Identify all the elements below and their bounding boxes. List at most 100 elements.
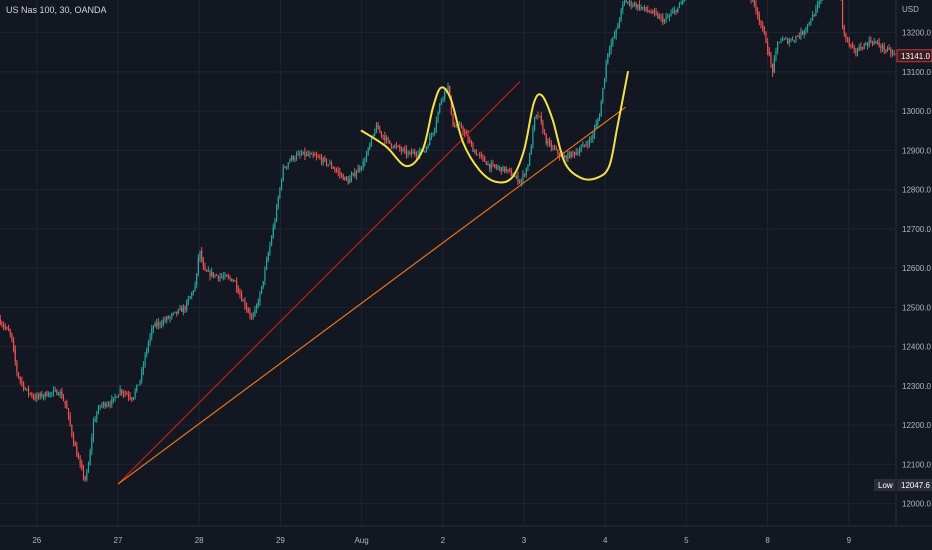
candle-body [377, 124, 379, 130]
candlesticks [0, 0, 899, 482]
candle-body [419, 151, 421, 155]
candle-body [647, 10, 649, 12]
candle-body [234, 280, 236, 282]
candle-body [890, 49, 892, 54]
candle-body [762, 24, 764, 28]
candle-body [560, 155, 562, 157]
candle-body [430, 134, 432, 138]
candle-body [251, 315, 253, 317]
candle-body [27, 388, 30, 394]
candle-body [379, 129, 381, 132]
candle-body [99, 405, 101, 407]
candle-body [146, 349, 148, 356]
candle-body [322, 158, 324, 163]
x-tick-label: 8 [765, 536, 770, 545]
candle-body [415, 153, 418, 155]
candle-body [189, 296, 191, 300]
candle-body [297, 153, 299, 156]
candle-body [522, 174, 524, 181]
candle-body [510, 170, 512, 176]
y-tick-label: 12100.0 [902, 460, 931, 469]
y-tick-label: 13100.0 [902, 68, 931, 77]
candle-body [69, 415, 71, 426]
candle-body [648, 11, 651, 13]
candle-body [845, 33, 847, 39]
candle-body [675, 10, 677, 13]
candle-body [269, 245, 271, 254]
y-tick-label: 12300.0 [902, 382, 931, 391]
candle-body [479, 154, 481, 156]
candle-body [455, 126, 457, 128]
current-price-tag [896, 49, 932, 63]
candle-body [79, 459, 81, 464]
candle-body [357, 168, 359, 173]
candle-body [525, 168, 527, 175]
candle-body [317, 156, 319, 158]
candle-body [623, 0, 626, 4]
candle-body [785, 38, 787, 40]
candle-body [236, 281, 238, 289]
candle-body [460, 124, 462, 128]
candle-body [127, 394, 130, 397]
candle-body [201, 250, 203, 261]
x-tick-label: 5 [684, 536, 689, 545]
candle-body [46, 392, 48, 397]
candle-body [427, 145, 429, 148]
candle-body [787, 38, 789, 44]
candle-body [247, 309, 249, 312]
candle-body [519, 182, 521, 183]
candle-body [545, 134, 547, 144]
time-axis[interactable]: 26 27 28 29 Aug 2 3 4 5 8 9 [32, 536, 851, 545]
candle-body [214, 274, 216, 277]
candle-body [4, 326, 6, 328]
candle-body [51, 392, 53, 394]
symbol-title[interactable]: US Nas 100, 30, OANDA [6, 5, 107, 15]
candle-body [505, 169, 507, 172]
candle-body [587, 144, 589, 146]
candle-body [226, 275, 228, 277]
candle-body [259, 293, 261, 303]
candle-body [474, 151, 476, 153]
candle-body [11, 333, 13, 341]
candle-body [362, 161, 364, 168]
candle-body [425, 147, 427, 151]
candle-body [305, 153, 308, 156]
candle-body [349, 178, 351, 184]
drawings[interactable] [117, 70, 629, 485]
candle-body [492, 163, 494, 165]
candle-body [319, 156, 321, 158]
candle-body [204, 266, 206, 271]
price-axis[interactable]: 12000.0 12100.0 12200.0 12300.0 12400.0 12500… [902, 0, 931, 509]
candle-body [850, 44, 852, 46]
candle-body [567, 153, 569, 160]
candle-body [320, 157, 323, 163]
candle-body [392, 146, 394, 148]
candle-body [598, 116, 601, 120]
candle-body [682, 0, 684, 4]
candle-body [459, 124, 461, 126]
currency-label[interactable]: USD [902, 5, 919, 14]
candle-body [365, 154, 368, 162]
candle-body [813, 14, 815, 16]
candle-body [472, 144, 474, 152]
candle-body [21, 380, 23, 383]
candle-body [352, 172, 354, 176]
candle-body [64, 400, 66, 404]
candle-body [342, 174, 344, 180]
candle-body [86, 471, 88, 480]
candle-body [404, 149, 406, 150]
candle-body [797, 36, 799, 37]
candle-body [572, 151, 574, 153]
candle-body [570, 151, 572, 158]
candle-body [87, 464, 90, 472]
candle-body [575, 152, 577, 155]
candle-body [147, 342, 150, 350]
candle-body [285, 166, 288, 168]
candle-body [605, 62, 607, 79]
candle-body [156, 323, 158, 326]
candle-body [232, 280, 234, 282]
candle-body [312, 153, 314, 156]
candle-body [162, 320, 164, 325]
candle-body [866, 44, 869, 46]
